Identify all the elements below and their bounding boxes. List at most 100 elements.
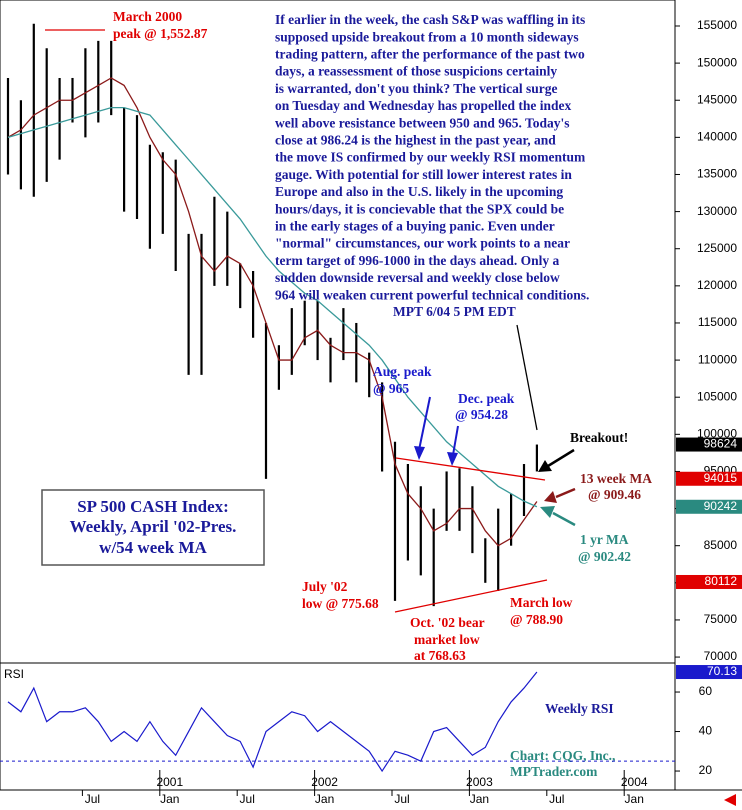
annotation: 13 week MA bbox=[580, 471, 652, 486]
y-tick-label: 85000 bbox=[704, 538, 738, 552]
x-tick-label: Jan bbox=[470, 792, 489, 806]
annotation: at 768.63 bbox=[414, 648, 466, 663]
arrowhead bbox=[414, 446, 425, 460]
price-label: 90242 bbox=[704, 499, 738, 513]
y-tick-label: 145000 bbox=[697, 92, 737, 106]
annotation: low @ 775.68 bbox=[302, 596, 379, 611]
annotation: Oct. '02 bear bbox=[410, 615, 485, 630]
y-tick-label: 75000 bbox=[704, 612, 738, 626]
annotation-lines bbox=[45, 29, 576, 613]
commentary-line: supposed upside breakout from a 10 month… bbox=[275, 29, 579, 44]
commentary-line: 964 will weaken current powerful technic… bbox=[275, 287, 589, 302]
pointer bbox=[516, 324, 538, 431]
credit: MPTrader.com bbox=[510, 764, 598, 779]
annotation: Aug. peak bbox=[373, 364, 432, 379]
rsi-line bbox=[7, 671, 538, 773]
arrow bbox=[552, 511, 576, 527]
x-tick-label: Jul bbox=[85, 792, 100, 806]
y-tick-label: 40 bbox=[699, 724, 713, 738]
year-label: 2001 bbox=[156, 775, 183, 789]
resistance-line bbox=[395, 457, 546, 481]
commentary-line: "normal" circumstances, our work points … bbox=[275, 236, 570, 251]
x-tick-label: Jul bbox=[549, 792, 564, 806]
annotation: @ 954.28 bbox=[455, 407, 508, 422]
annotation: @ 788.90 bbox=[510, 612, 563, 627]
price-label: 70.13 bbox=[707, 664, 737, 678]
rsi-label: RSI bbox=[4, 667, 24, 681]
arrowhead bbox=[544, 491, 557, 503]
price-label-box bbox=[676, 574, 742, 589]
y-tick-label: 140000 bbox=[697, 130, 737, 144]
price-label: 80112 bbox=[705, 574, 738, 588]
y-tick-label: 70000 bbox=[704, 649, 738, 663]
annotation: @ 909.46 bbox=[588, 487, 641, 502]
annotation: March 2000 bbox=[113, 9, 182, 24]
y-tick-label: 150000 bbox=[697, 55, 737, 69]
annotation: Dec. peak bbox=[458, 391, 515, 406]
annotation: 1 yr MA bbox=[580, 532, 629, 547]
marks bbox=[6, 23, 539, 773]
commentary-line: term target of 996-1000 in the days ahea… bbox=[275, 253, 559, 268]
title-box bbox=[41, 489, 265, 566]
commentary-line: well above resistance between 950 and 96… bbox=[275, 115, 570, 130]
y-tick-label: 120000 bbox=[697, 278, 737, 292]
annotation: March low bbox=[510, 595, 573, 610]
y-tick-label: 135000 bbox=[697, 167, 737, 181]
commentary-line: trading pattern, after the performance o… bbox=[275, 46, 585, 61]
y-tick-label: 100000 bbox=[697, 426, 737, 440]
arrowhead bbox=[538, 460, 552, 472]
y-tick-label: 105000 bbox=[697, 389, 737, 403]
price-label-box bbox=[676, 665, 742, 680]
y-tick-label: 110000 bbox=[698, 352, 737, 366]
y-tick-label: 125000 bbox=[697, 241, 737, 255]
support-line bbox=[394, 579, 548, 613]
moving-average bbox=[7, 107, 538, 508]
x-tick-label: Jul bbox=[394, 792, 409, 806]
title-line: Weekly, April '02-Pres. bbox=[70, 517, 237, 536]
plot-frame bbox=[0, 0, 676, 791]
annotation: @ 902.42 bbox=[578, 549, 631, 564]
price-label-box bbox=[676, 471, 742, 486]
annotation: @ 965 bbox=[373, 381, 409, 396]
scroll-arrow[interactable] bbox=[724, 794, 736, 806]
price-label: 94015 bbox=[704, 471, 738, 485]
annotation: peak @ 1,552.87 bbox=[113, 26, 208, 41]
rsi-name: Weekly RSI bbox=[545, 701, 614, 716]
commentary-line: is warranted, don't you think? The verti… bbox=[275, 81, 558, 96]
commentary-line: hours/days, it is concievable that the S… bbox=[275, 201, 564, 216]
credit: Chart: CQG, Inc., bbox=[510, 748, 615, 763]
title-line: SP 500 CASH Index: bbox=[77, 497, 229, 516]
commentary-line: sudden downside reversal and weekly clos… bbox=[275, 270, 560, 285]
arrowhead bbox=[447, 452, 458, 466]
price-label-box bbox=[676, 499, 742, 514]
y-tick-label: 130000 bbox=[697, 204, 737, 218]
year-label: 2004 bbox=[621, 775, 648, 789]
annotation: market low bbox=[414, 632, 480, 647]
price-label: 98624 bbox=[704, 437, 738, 451]
x-tick-label: Jul bbox=[240, 792, 255, 806]
x-tick-label: Jan bbox=[160, 792, 179, 806]
arrow bbox=[555, 487, 576, 499]
arrow bbox=[418, 396, 431, 451]
moving-average bbox=[7, 77, 538, 547]
commentary-line: gauge. With potential for still lower in… bbox=[275, 167, 572, 182]
y-tick-label: 155000 bbox=[697, 18, 737, 32]
year-label: 2002 bbox=[311, 775, 338, 789]
x-tick-label: Jan bbox=[625, 792, 644, 806]
arrow bbox=[452, 425, 459, 456]
commentary-line: days, a reassessment of those suspicions… bbox=[275, 64, 557, 79]
y-tick-label: 20 bbox=[699, 763, 713, 777]
commentary-line: close at 986.24 is the highest in the pa… bbox=[275, 132, 556, 147]
annotation: July '02 bbox=[302, 579, 348, 594]
commentary-line: Europe and also in the U.S. likely in th… bbox=[275, 184, 563, 199]
y-tick-label: 60 bbox=[699, 684, 713, 698]
commentary-line: the move IS confirmed by our weekly RSI … bbox=[275, 150, 586, 165]
commentary-line: in the early stages of a buying panic. E… bbox=[275, 218, 555, 233]
commentary-line: on Tuesday and Wednesday has propelled t… bbox=[275, 98, 571, 113]
annotation: Breakout! bbox=[570, 430, 628, 445]
commentary-line: If earlier in the week, the cash S&P was… bbox=[275, 12, 585, 27]
signature: MPT 6/04 5 PM EDT bbox=[393, 304, 516, 319]
year-label: 2003 bbox=[466, 775, 493, 789]
arrowhead bbox=[540, 506, 555, 518]
